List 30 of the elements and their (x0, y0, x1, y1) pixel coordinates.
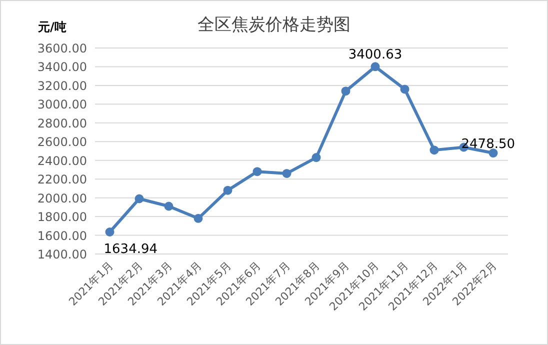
point (164, 202, 174, 211)
point (341, 86, 350, 96)
y-axis-title: 元/吨 (37, 20, 66, 34)
point (312, 153, 321, 162)
y-tick-label: 1600.00 (37, 228, 87, 243)
data-label: 3400.63 (348, 48, 402, 63)
data-label: 2478.50 (461, 137, 516, 152)
point (370, 62, 380, 72)
point (282, 168, 292, 178)
point (488, 148, 498, 158)
y-tick-label: 3600.00 (37, 42, 87, 56)
y-tick-label: 1800.00 (37, 210, 87, 224)
y-tick-label: 2800.00 (37, 116, 87, 130)
data-label: 1634.94 (104, 242, 158, 257)
y-tick-label: 2000.00 (37, 191, 87, 206)
y-tick-label: 2600.00 (37, 135, 87, 150)
y-tick-label: 3000.00 (37, 98, 87, 112)
point (134, 194, 144, 204)
y-tick-label: 2400.00 (37, 154, 87, 168)
point (252, 167, 262, 176)
y-tick-label: 2200.00 (37, 172, 87, 187)
y-tick-label: 3200.00 (37, 78, 87, 93)
chart-title: 全区焦炭价格走势图 (198, 15, 350, 35)
point (400, 84, 410, 94)
y-tick-label: 1400.00 (37, 248, 87, 262)
y-tick-label: 3400.00 (37, 60, 87, 74)
point (105, 228, 114, 236)
point (194, 214, 203, 223)
point (430, 146, 439, 155)
point (223, 186, 232, 195)
